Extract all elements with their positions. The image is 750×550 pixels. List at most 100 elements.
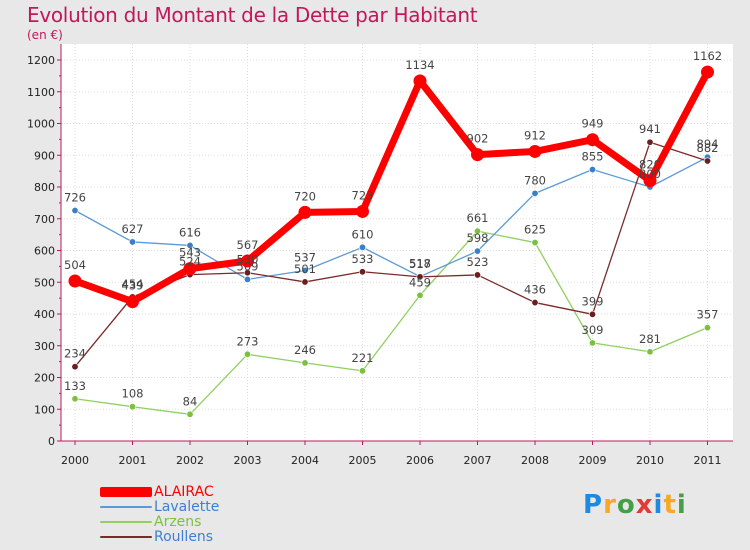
x-tick-label: 2006: [406, 454, 434, 467]
data-point: [244, 269, 252, 277]
chart-title: Evolution du Montant de la Dette par Hab…: [27, 3, 478, 27]
y-tick-label: 800: [34, 181, 55, 194]
data-label: 357: [697, 308, 719, 322]
data-point: [301, 267, 309, 275]
data-point: [416, 291, 424, 299]
data-point: [126, 295, 139, 309]
legend-item-roullens: Roullens: [100, 529, 213, 545]
y-tick-label: 300: [34, 340, 55, 353]
x-tick-label: 2011: [694, 454, 722, 467]
data-point: [186, 241, 194, 249]
data-label: 399: [582, 294, 604, 308]
y-tick-label: 1200: [27, 54, 55, 67]
data-label: 1162: [693, 49, 722, 63]
data-point: [241, 254, 254, 268]
y-tick-label: 0: [48, 435, 55, 448]
data-label: 627: [122, 222, 144, 236]
data-label: 661: [467, 211, 489, 225]
legend-label: Arzens: [154, 514, 202, 530]
logo-letter: i: [653, 490, 664, 520]
data-label: 780: [524, 173, 546, 187]
legend-item-arzens: Arzens: [100, 514, 201, 530]
data-label: 726: [64, 190, 86, 204]
data-label: 84: [183, 394, 198, 408]
data-point: [703, 324, 711, 332]
data-point: [186, 410, 194, 418]
data-label: 533: [352, 252, 374, 266]
x-tick-label: 2005: [349, 454, 377, 467]
data-label: 524: [179, 255, 201, 269]
proxiti-logo: Proxiti: [583, 490, 687, 520]
legend-swatch: [100, 487, 152, 497]
data-label: 912: [524, 128, 546, 142]
data-point: [528, 144, 542, 158]
logo-letter: x: [635, 490, 654, 520]
data-point: [71, 363, 79, 371]
data-label: 855: [582, 150, 604, 164]
series-arzens: [71, 227, 711, 418]
data-point: [473, 227, 481, 235]
data-label: 567: [237, 238, 259, 252]
chart-subtitle: (en €): [27, 28, 63, 42]
series-line: [71, 68, 711, 306]
data-label: 530: [237, 253, 259, 267]
data-label: 949: [582, 117, 604, 131]
y-tick-label: 1100: [27, 86, 55, 99]
data-point: [68, 274, 82, 288]
y-tick-label: 100: [34, 403, 55, 416]
data-point: [588, 166, 596, 174]
data-label: 882: [697, 141, 719, 155]
series-line: [74, 230, 709, 415]
legend-swatch: [100, 521, 152, 523]
data-label: 543: [179, 246, 201, 260]
x-tick-label: 2009: [579, 454, 607, 467]
data-point: [701, 65, 714, 79]
data-label: 723: [352, 188, 374, 202]
data-point: [703, 157, 711, 165]
data-point: [356, 204, 369, 218]
data-point: [471, 148, 484, 162]
y-tick-label: 400: [34, 308, 55, 321]
data-label: 517: [409, 257, 431, 271]
legend-swatch: [100, 536, 152, 538]
data-label: 902: [467, 132, 489, 146]
logo-letter: P: [583, 490, 604, 520]
data-point: [531, 189, 539, 197]
y-tick-label: 200: [34, 372, 55, 385]
data-point: [646, 138, 654, 146]
y-tick-label: 500: [34, 276, 55, 289]
logo-letter: r: [603, 490, 617, 520]
data-label: 439: [122, 279, 144, 293]
legend-label: Lavalette: [154, 499, 220, 515]
logo-letter: t: [663, 490, 677, 520]
data-point: [298, 205, 312, 219]
data-point: [588, 310, 596, 318]
data-point: [646, 348, 654, 356]
data-label: 108: [122, 387, 144, 401]
data-label: 523: [467, 255, 489, 269]
data-point: [301, 278, 309, 286]
x-tick-label: 2007: [464, 454, 492, 467]
data-point: [358, 367, 366, 375]
legend-label: Roullens: [154, 529, 214, 545]
series-line: [74, 141, 709, 368]
data-label: 1134: [405, 58, 434, 72]
data-label: 221: [352, 351, 374, 365]
legend-swatch: [100, 506, 152, 508]
data-point: [244, 350, 252, 358]
data-point: [129, 403, 137, 411]
data-point: [531, 299, 539, 307]
logo-letter: i: [676, 490, 687, 520]
data-label: 281: [639, 332, 661, 346]
data-point: [244, 275, 252, 283]
y-tick-label: 700: [34, 213, 55, 226]
data-label: 941: [639, 122, 661, 136]
data-point: [588, 339, 596, 347]
logo-letter: o: [616, 490, 636, 520]
data-label: 509: [237, 259, 259, 273]
data-label: 273: [237, 334, 259, 348]
plot-area: [61, 44, 733, 441]
data-point: [358, 268, 366, 276]
data-label: 133: [64, 379, 86, 393]
